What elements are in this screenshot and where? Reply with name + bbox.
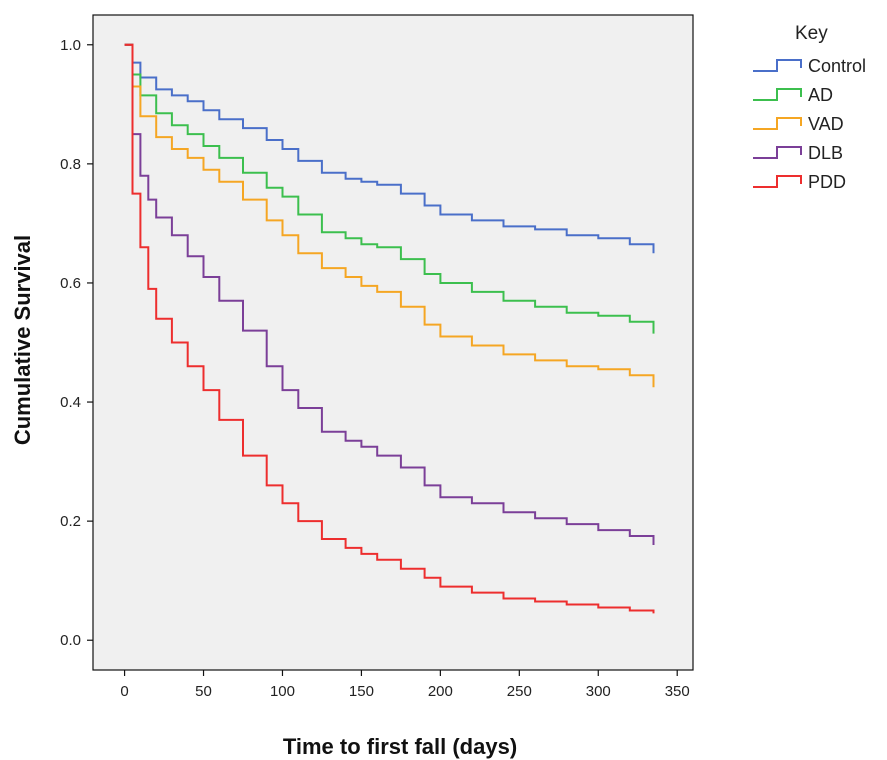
legend-label: DLB (808, 143, 843, 163)
y-axis-title: Cumulative Survival (10, 235, 35, 445)
legend-swatch (753, 88, 802, 101)
y-tick-label: 0.6 (60, 275, 81, 292)
y-tick-label: 0.4 (60, 394, 81, 411)
x-tick-label: 300 (586, 683, 611, 700)
x-tick-label: 150 (349, 683, 374, 700)
x-axis-title: Time to first fall (days) (283, 734, 517, 759)
legend-item-dlb: DLB (753, 143, 843, 163)
legend-label: AD (808, 85, 833, 105)
series-layer (124, 43, 655, 614)
y-axis-ticks: 0.0 0.2 0.4 0.6 0.8 1.0 (60, 37, 93, 649)
legend-item-ad: AD (753, 85, 833, 105)
x-tick-label: 0 (120, 683, 128, 700)
legend-swatch (753, 117, 802, 130)
legend: Key Control AD VAD DLB PDD (753, 23, 866, 192)
legend-swatch (753, 146, 802, 159)
y-tick-label: 0.0 (60, 632, 81, 649)
legend-label: Control (808, 56, 866, 76)
series-line-pdd (124, 43, 655, 614)
x-tick-label: 100 (270, 683, 295, 700)
series-line-ad (124, 43, 655, 334)
x-tick-label: 200 (428, 683, 453, 700)
y-tick-label: 0.2 (60, 513, 81, 530)
x-axis-ticks: 0 50 100 150 200 250 300 350 (120, 670, 690, 700)
legend-swatch (753, 175, 802, 188)
legend-item-vad: VAD (753, 114, 844, 134)
legend-item-pdd: PDD (753, 172, 846, 192)
legend-title: Key (795, 23, 828, 44)
series-line-control (124, 43, 655, 254)
y-tick-label: 0.8 (60, 156, 81, 173)
x-tick-label: 50 (195, 683, 212, 700)
legend-item-control: Control (753, 56, 866, 76)
series-line-dlb (124, 43, 655, 545)
series-line-vad (124, 43, 655, 388)
legend-label: VAD (808, 114, 844, 134)
legend-swatch (753, 59, 802, 72)
x-tick-label: 350 (665, 683, 690, 700)
x-tick-label: 250 (507, 683, 532, 700)
legend-label: PDD (808, 172, 846, 192)
plot-background (92, 14, 694, 671)
y-tick-label: 1.0 (60, 37, 81, 54)
